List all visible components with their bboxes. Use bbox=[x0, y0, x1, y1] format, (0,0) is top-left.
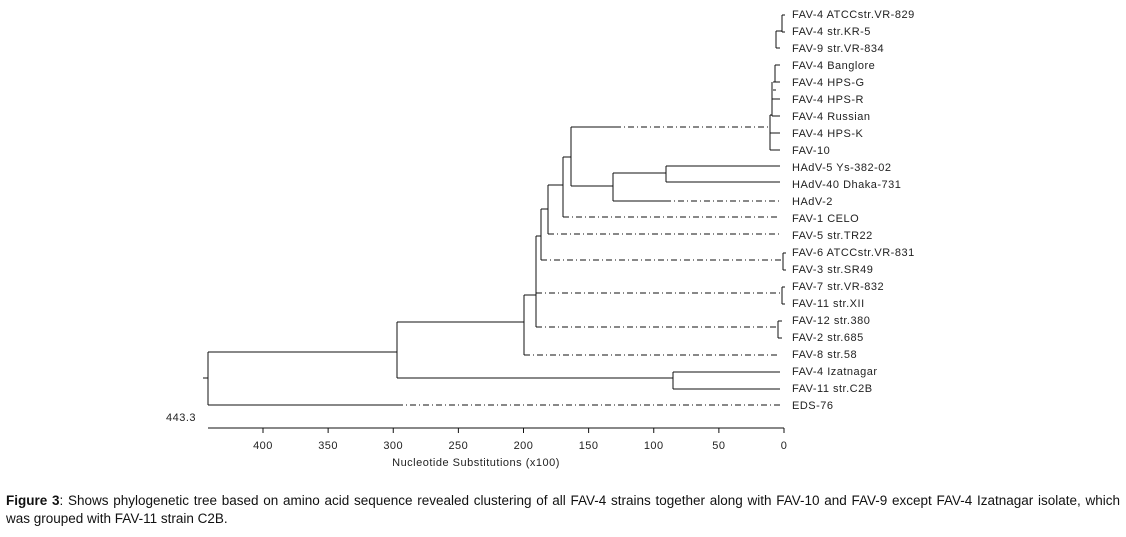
leaf-label: FAV-4 HPS-G bbox=[792, 77, 865, 89]
branch bbox=[396, 294, 780, 390]
axis-label: Nucleotide Substitutions (x100) bbox=[392, 457, 560, 469]
leaf-label: FAV-9 str.VR-834 bbox=[792, 43, 884, 55]
leaf-label: EDS-76 bbox=[792, 400, 834, 412]
caption: Figure 3: Shows phylogenetic tree based … bbox=[6, 492, 1120, 528]
tick-label: 0 bbox=[781, 440, 788, 452]
leaf-label: FAV-4 HPS-K bbox=[792, 128, 863, 140]
leaf-label: FAV-3 str.SR49 bbox=[792, 264, 873, 276]
tick-label: 300 bbox=[383, 440, 403, 452]
tick-label: 350 bbox=[318, 440, 338, 452]
leaf-label: FAV-10 bbox=[792, 145, 830, 157]
leaf-label: FAV-4 Izatnagar bbox=[792, 366, 878, 378]
leaf-label: FAV-7 str.VR-832 bbox=[792, 281, 884, 293]
leaf-label: FAV-4 Russian bbox=[792, 111, 870, 123]
tick-label: 400 bbox=[253, 440, 273, 452]
leaf-label: FAV-4 HPS-R bbox=[792, 94, 864, 106]
branch bbox=[777, 252, 786, 339]
leaf-label: FAV-4 ATCCstr.VR-829 bbox=[792, 9, 915, 21]
leaf-label: FAV-12 str.380 bbox=[792, 315, 870, 327]
phylogenetic-tree: FAV-4 ATCCstr.VR-829 FAV-4 str.KR-5 FAV-9 … bbox=[166, 9, 915, 469]
branch bbox=[536, 126, 783, 328]
tick-label: 100 bbox=[644, 440, 664, 452]
tick-label: 250 bbox=[448, 440, 468, 452]
leaf-label: FAV-11 str.XII bbox=[792, 298, 865, 310]
tick-label: 150 bbox=[579, 440, 599, 452]
tick-label: 50 bbox=[712, 440, 725, 452]
leaf-label: HAdV-5 Ys-382-02 bbox=[792, 162, 892, 174]
branch bbox=[535, 126, 780, 327]
branches bbox=[203, 14, 786, 406]
leaf-label: FAV-1 CELO bbox=[792, 213, 859, 225]
leaf-label: FAV-11 str.C2B bbox=[792, 383, 873, 395]
leaf-label: FAV-6 ATCCstr.VR-831 bbox=[792, 247, 915, 259]
leaf-label: FAV-4 str.KR-5 bbox=[792, 26, 871, 38]
caption-label: Figure 3 bbox=[6, 493, 60, 508]
tick-label: 200 bbox=[514, 440, 534, 452]
leaf-label: FAV-8 str.58 bbox=[792, 349, 857, 361]
leaf-label: FAV-2 str.685 bbox=[792, 332, 864, 344]
leaf-label: HAdV-40 Dhaka-731 bbox=[792, 179, 901, 191]
branch bbox=[769, 14, 785, 151]
caption-text: : Shows phylogenetic tree based on amino… bbox=[6, 493, 1121, 526]
leaf-label: HAdV-2 bbox=[792, 196, 833, 208]
leaf-label: FAV-4 Banglore bbox=[792, 60, 875, 72]
root-label: 443.3 bbox=[166, 412, 196, 424]
leaf-label: FAV-5 str.TR22 bbox=[792, 230, 873, 242]
branch bbox=[203, 351, 397, 406]
